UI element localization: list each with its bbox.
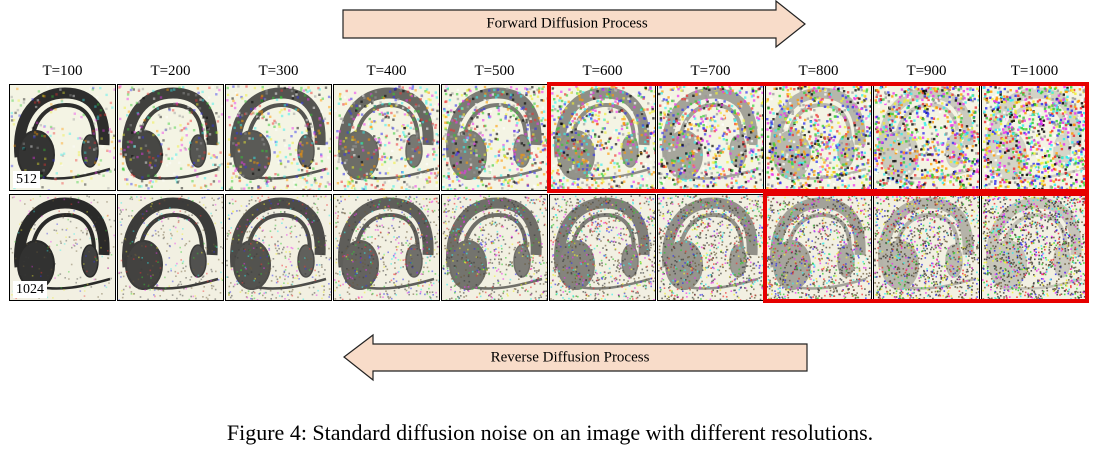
diffusion-step-image xyxy=(549,84,656,191)
diffusion-step-image xyxy=(765,194,872,301)
diffusion-step-image xyxy=(225,194,332,301)
timestep-label: T=800 xyxy=(798,63,839,79)
diffusion-step-image xyxy=(117,84,224,191)
diffusion-step-image xyxy=(225,84,332,191)
reverse-arrow xyxy=(343,333,808,382)
resolution-label: 512 xyxy=(13,171,40,188)
timestep-label: T=700 xyxy=(690,63,731,79)
diffusion-step-image xyxy=(333,194,440,301)
resolution-label: 1024 xyxy=(13,281,47,298)
forward-arrow xyxy=(342,0,806,49)
diffusion-step-image xyxy=(981,84,1088,191)
diffusion-step-image xyxy=(765,84,872,191)
diffusion-step-image xyxy=(441,84,548,191)
timestep-label: T=300 xyxy=(258,63,299,79)
timestep-label: T=1000 xyxy=(1010,63,1059,79)
timestep-label: T=600 xyxy=(582,63,623,79)
timestep-label: T=200 xyxy=(150,63,191,79)
timestep-label: T=500 xyxy=(474,63,515,79)
timestep-label: T=900 xyxy=(906,63,947,79)
diffusion-step-image xyxy=(549,194,656,301)
timestep-label: T=400 xyxy=(366,63,407,79)
diffusion-step-image xyxy=(333,84,440,191)
diffusion-step-image xyxy=(117,194,224,301)
diffusion-step-image xyxy=(657,84,764,191)
forward-diffusion-label: Forward Diffusion Process xyxy=(486,15,648,32)
diffusion-image-grid: 512 1024 xyxy=(9,82,1089,305)
diffusion-step-image xyxy=(873,194,980,301)
timestep-label: T=100 xyxy=(42,63,83,79)
diffusion-step-image xyxy=(441,194,548,301)
diffusion-step-image xyxy=(981,194,1088,301)
diffusion-step-image xyxy=(873,84,980,191)
diffusion-step-image: 512 xyxy=(9,84,116,191)
diffusion-step-image xyxy=(657,194,764,301)
diffusion-step-image: 1024 xyxy=(9,194,116,301)
reverse-diffusion-label: Reverse Diffusion Process xyxy=(490,349,650,366)
figure-caption: Figure 4: Standard diffusion noise on an… xyxy=(226,420,874,445)
